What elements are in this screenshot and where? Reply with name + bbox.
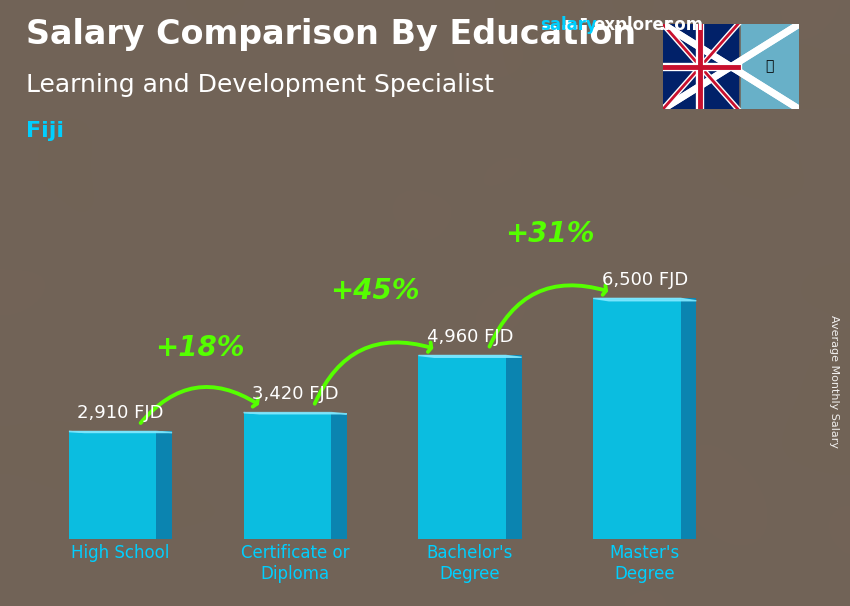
Polygon shape — [244, 413, 347, 414]
Text: 6,500 FJD: 6,500 FJD — [602, 271, 688, 289]
Bar — [663, 24, 738, 109]
Polygon shape — [593, 298, 696, 301]
Text: Learning and Development Specialist: Learning and Development Specialist — [26, 73, 494, 97]
Bar — [332, 413, 347, 539]
Text: Salary Comparison By Education: Salary Comparison By Education — [26, 18, 636, 51]
Bar — [506, 356, 522, 539]
Text: 2,910 FJD: 2,910 FJD — [77, 404, 164, 422]
Text: explorer: explorer — [593, 16, 672, 35]
Text: +18%: +18% — [156, 334, 245, 362]
Bar — [681, 298, 696, 539]
Text: +45%: +45% — [330, 277, 420, 305]
Polygon shape — [69, 431, 172, 433]
Bar — [156, 431, 172, 539]
Text: Average Monthly Salary: Average Monthly Salary — [829, 315, 839, 448]
Bar — [593, 298, 681, 539]
Text: .com: .com — [659, 16, 704, 35]
Polygon shape — [418, 356, 522, 358]
Text: 3,420 FJD: 3,420 FJD — [252, 385, 338, 403]
Text: 4,960 FJD: 4,960 FJD — [427, 328, 513, 346]
Text: salary: salary — [540, 16, 597, 35]
Bar — [740, 24, 799, 109]
Bar — [69, 431, 156, 539]
Bar — [418, 356, 506, 539]
Bar — [244, 413, 332, 539]
Text: +31%: +31% — [505, 220, 594, 248]
Text: 🛡: 🛡 — [766, 59, 774, 74]
Text: Fiji: Fiji — [26, 121, 64, 141]
